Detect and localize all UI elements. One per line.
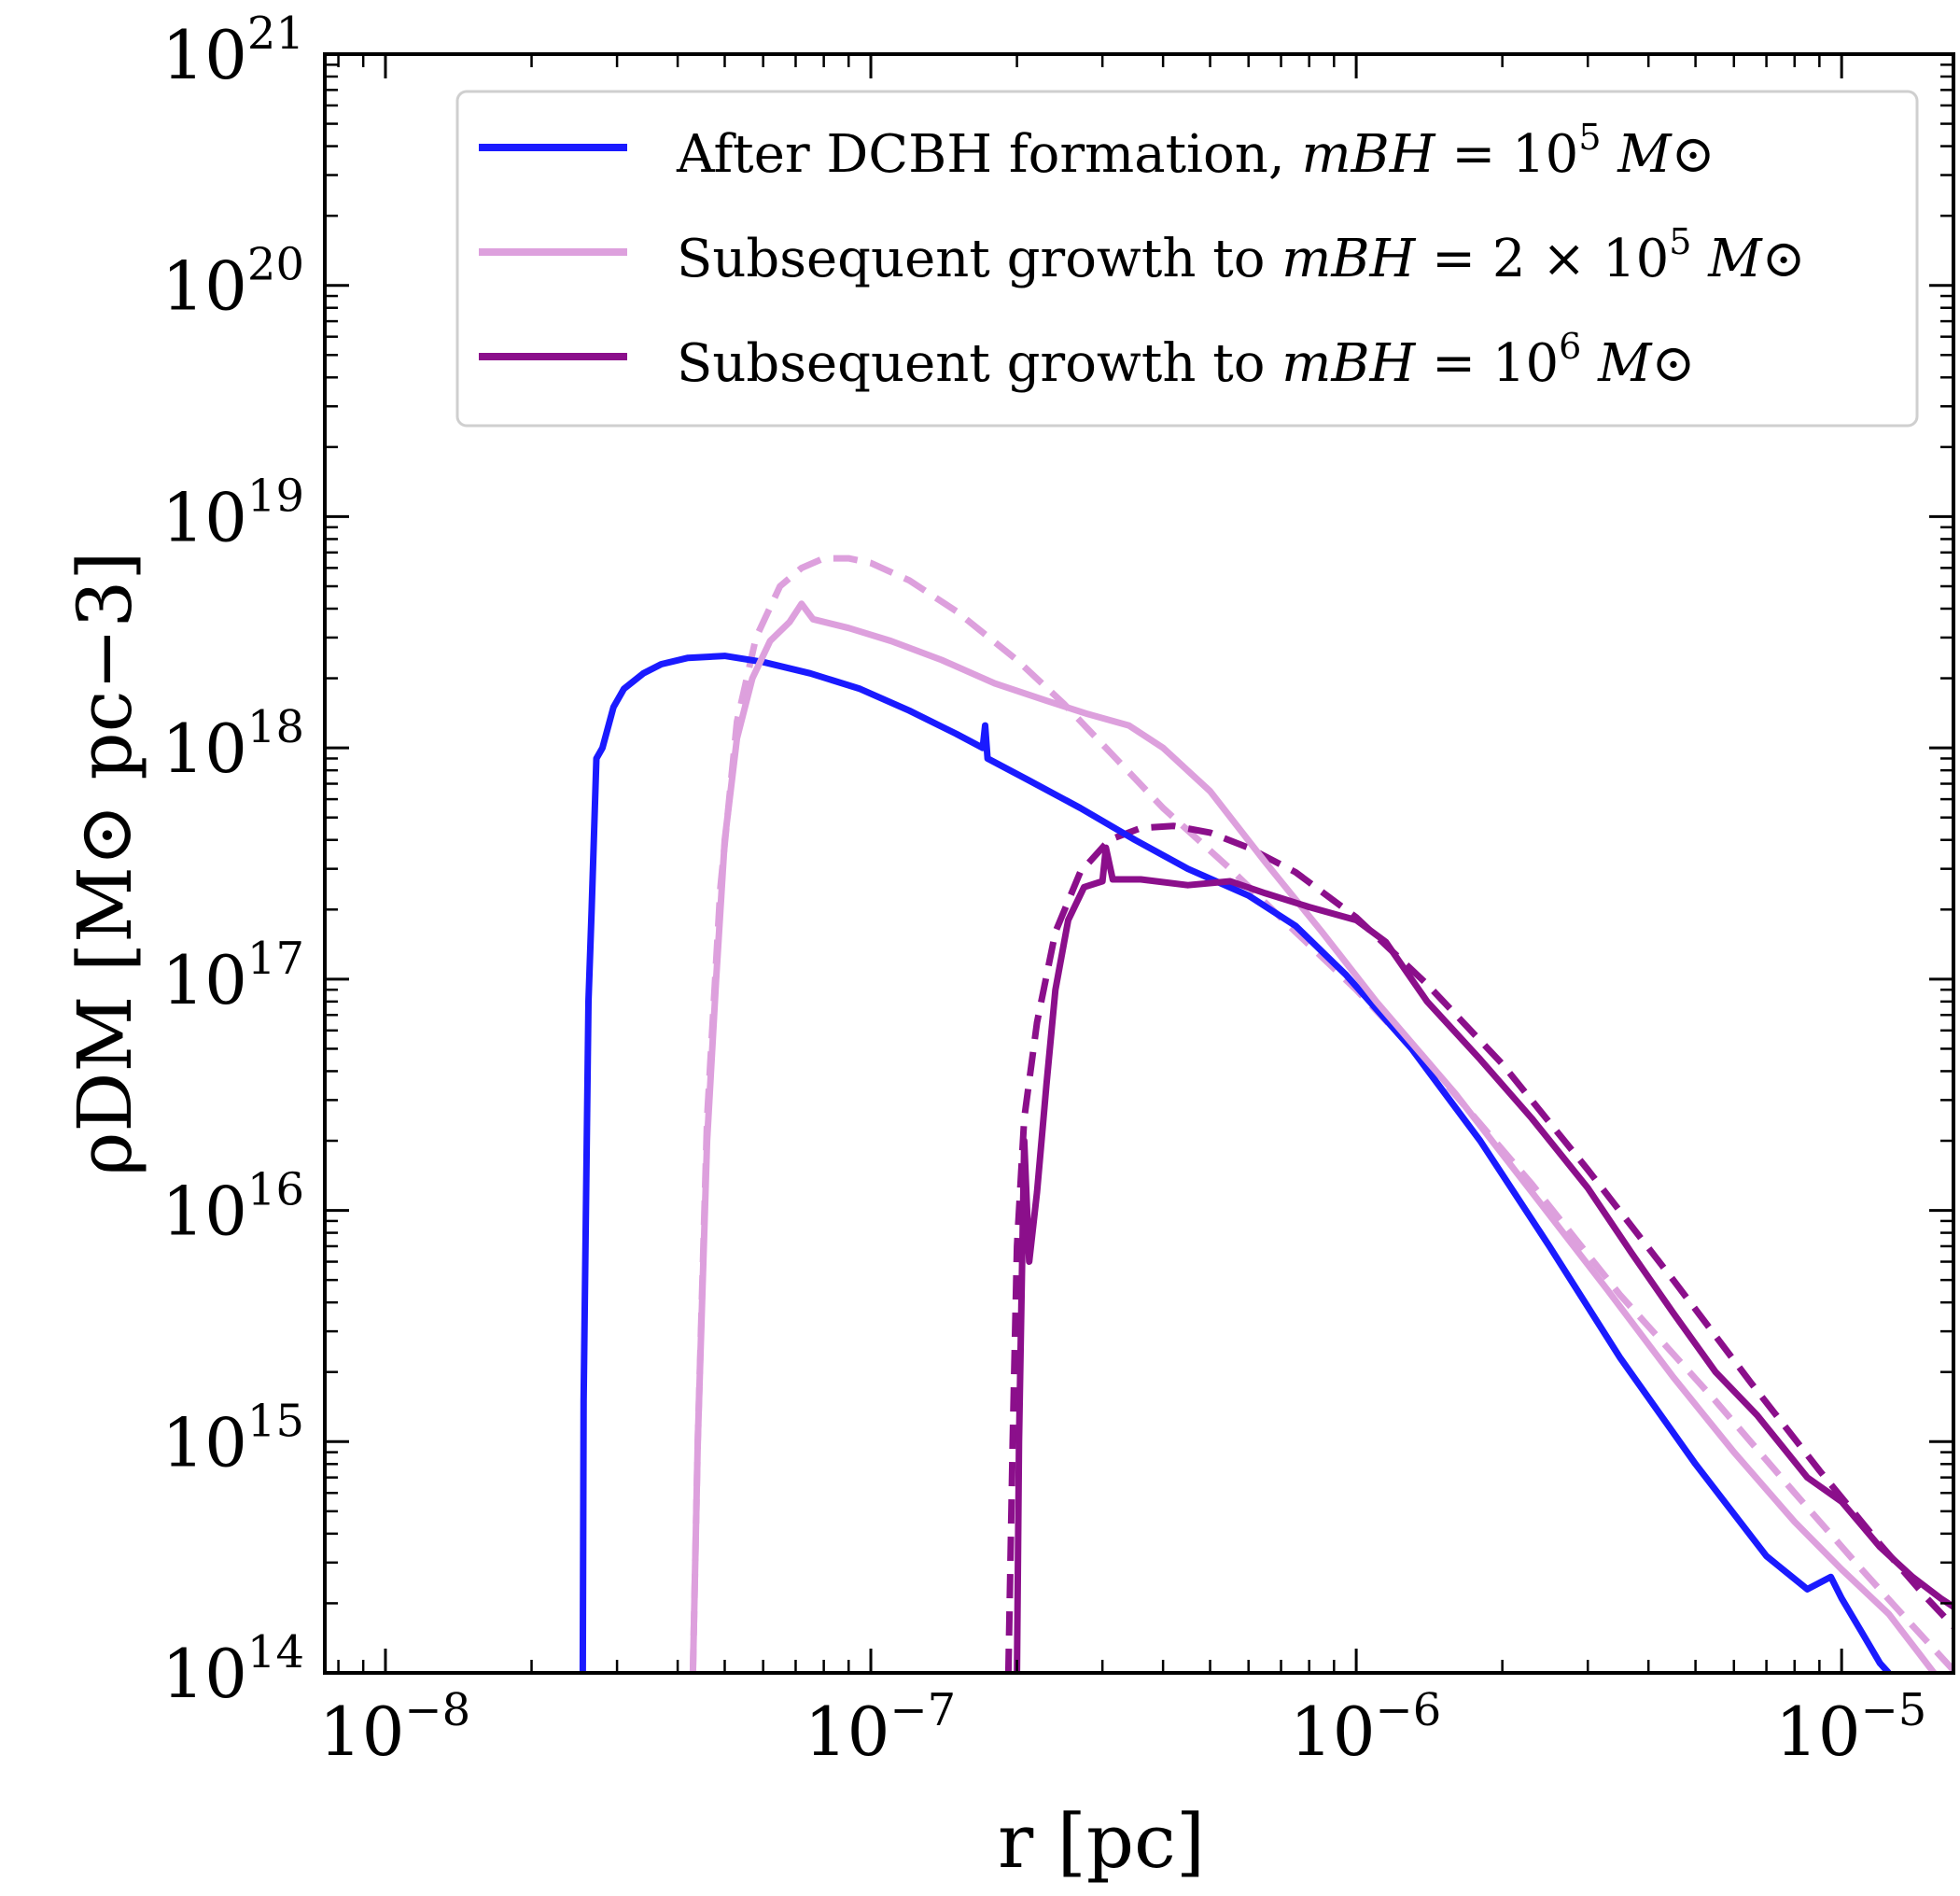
legend-label-1: After DCBH formation, mBH = 105 M⊙ bbox=[676, 117, 1715, 185]
series-line-1 bbox=[579, 653, 1892, 1676]
y-tick-label: 1021 bbox=[161, 7, 304, 94]
legend-item-3: Subsequent growth to mBH = 106 M⊙ bbox=[479, 326, 1695, 394]
outside-mask-3 bbox=[0, 0, 325, 1896]
legend-item-2: Subsequent growth to mBH = 2 × 105 M⊙ bbox=[479, 221, 1806, 289]
ticks-layer: 10−8 10−7 10−6 10−5 1014 1015 1016 1017 1018 1019… bbox=[161, 7, 1953, 1771]
x-tick-label: 10−6 bbox=[1290, 1684, 1441, 1771]
y-tick-label: 1020 bbox=[161, 239, 304, 326]
series-line-5-dashed bbox=[1004, 822, 1959, 1674]
y-tick-label: 1014 bbox=[161, 1626, 304, 1713]
y-axis-label: ρDM [M⊙ pc−3] bbox=[62, 551, 148, 1175]
x-tick-label: 10−7 bbox=[805, 1684, 956, 1771]
legend-label-3: Subsequent growth to mBH = 106 M⊙ bbox=[677, 326, 1695, 394]
series-line-3 bbox=[1014, 844, 1958, 1674]
outside-mask-4 bbox=[1953, 0, 1960, 1896]
series-line-2 bbox=[689, 600, 1937, 1676]
legend-box bbox=[455, 90, 1919, 428]
legend-item-1: After DCBH formation, mBH = 105 M⊙ bbox=[479, 117, 1715, 185]
x-axis-label: r [pc] bbox=[998, 1798, 1205, 1885]
x-tick-label: 10−5 bbox=[1775, 1684, 1926, 1771]
outside-mask-2 bbox=[0, 1673, 1960, 1896]
legend-label-2: Subsequent growth to mBH = 2 × 105 M⊙ bbox=[677, 221, 1806, 289]
y-tick-label: 1019 bbox=[161, 470, 304, 556]
y-tick-label: 1016 bbox=[161, 1164, 304, 1251]
series-line-4-dashed bbox=[689, 555, 1959, 1676]
plot-frame bbox=[323, 52, 1955, 1675]
y-tick-label: 1015 bbox=[161, 1395, 304, 1482]
x-tick-label: 10−8 bbox=[319, 1684, 470, 1771]
y-tick-label: 1018 bbox=[161, 701, 304, 788]
y-tick-label: 1017 bbox=[161, 933, 304, 1019]
outside-mask-1 bbox=[0, 0, 1960, 54]
legend: After DCBH formation, mBH = 105 M⊙ Subse… bbox=[455, 90, 1919, 428]
